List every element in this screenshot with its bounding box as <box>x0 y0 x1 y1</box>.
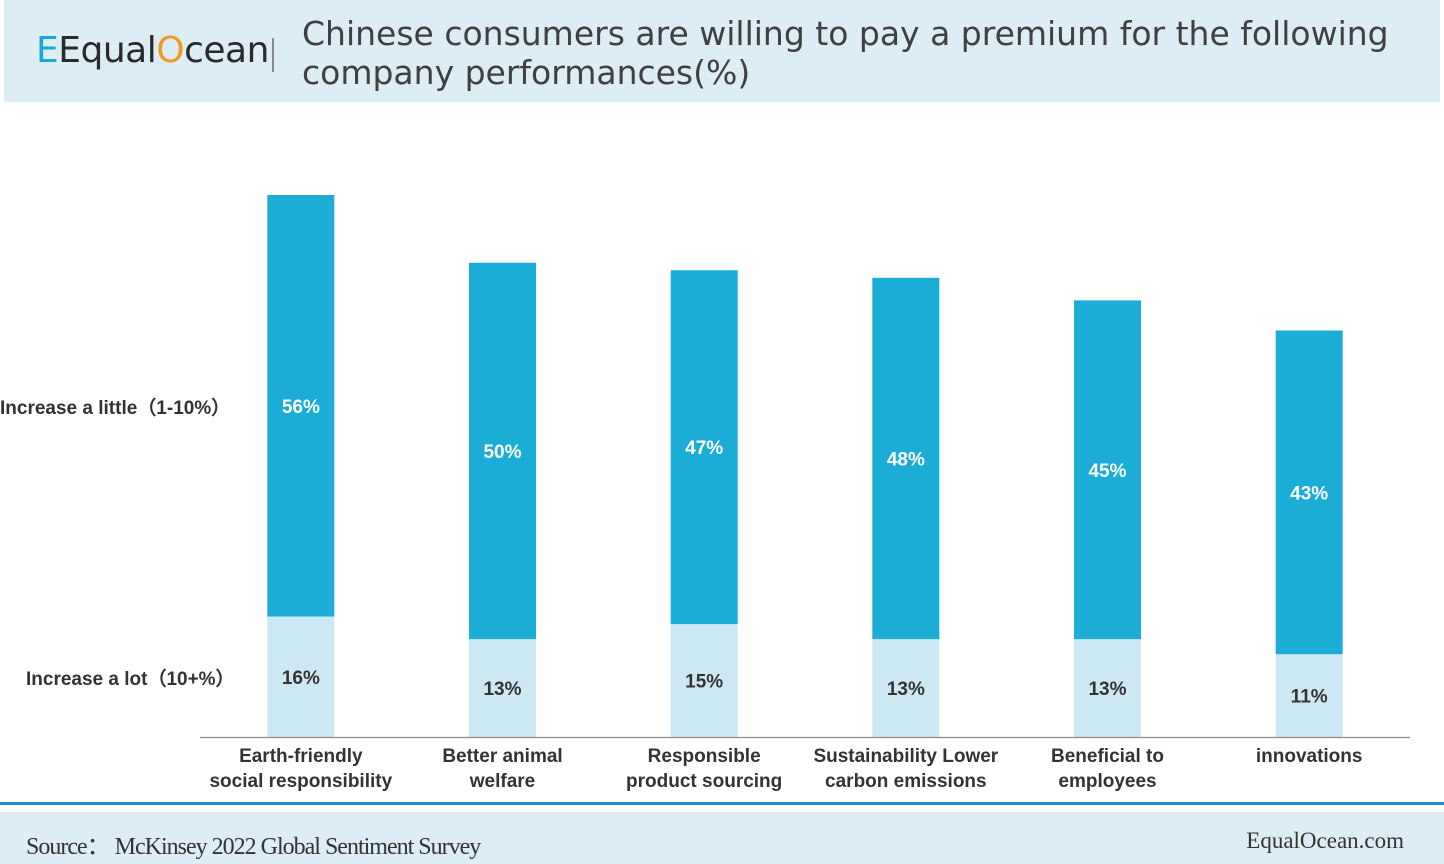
logo-text-prefix: Equal <box>58 30 157 71</box>
x-tick-label-5-0: innovations <box>1256 746 1363 767</box>
logo-text-suffix: cean <box>184 30 269 71</box>
x-tick-label-3-0: Sustainability Lower <box>813 746 998 767</box>
x-tick-label-2-1: product sourcing <box>626 771 782 792</box>
header-divider <box>272 38 274 72</box>
bar-segment-lot-4 <box>1074 639 1141 737</box>
x-tick-label-4-0: Beneficial to <box>1051 746 1164 767</box>
data-label-little-0: 56% <box>282 397 320 418</box>
data-label-lot-1: 13% <box>483 679 521 700</box>
x-tick-label-2-0: Responsible <box>648 746 761 767</box>
bar-segment-lot-0 <box>267 616 335 737</box>
bar-segment-little-0 <box>267 195 335 617</box>
x-tick-label-0-0: Earth-friendly <box>239 746 363 767</box>
footer-banner <box>0 812 1444 864</box>
bar-segment-lot-2 <box>670 624 738 737</box>
x-tick-label-0-1: social responsibility <box>209 771 392 792</box>
bar-segment-little-1 <box>469 262 536 640</box>
bar-segment-lot-5 <box>1275 654 1343 737</box>
data-label-lot-4: 13% <box>1088 679 1126 700</box>
logo-e-icon: E <box>36 30 59 71</box>
legend-increase-little: Increase a little（1-10%） <box>0 398 231 419</box>
header-banner <box>4 0 1440 102</box>
bar-segment-lot-3 <box>872 639 940 737</box>
data-label-little-5: 43% <box>1290 483 1328 504</box>
data-label-little-2: 47% <box>685 438 723 459</box>
bar-segment-little-2 <box>670 270 738 625</box>
chart-title: Chinese consumers are willing to pay a p… <box>302 14 1389 92</box>
bar-segment-little-3 <box>872 277 940 640</box>
logo-o-icon: O <box>156 30 185 71</box>
equalocean-logo: EEqualOcean <box>36 30 269 71</box>
bar-segment-little-5 <box>1275 330 1343 655</box>
stacked-bar-chart: 16% 56% Earth-friendly social responsibilit… <box>200 195 1410 792</box>
x-tick-label-1-0: Better animal <box>442 746 562 767</box>
data-label-little-3: 48% <box>887 449 925 470</box>
x-tick-label-1-1: welfare <box>469 771 535 792</box>
source-note: Source： McKinsey 2022 Global Sentiment S… <box>26 834 481 860</box>
data-label-little-4: 45% <box>1088 461 1126 482</box>
data-label-lot-3: 13% <box>887 679 925 700</box>
x-tick-label-3-1: carbon emissions <box>825 771 987 792</box>
data-label-lot-5: 11% <box>1291 687 1328 708</box>
x-tick-label-4-1: employees <box>1058 771 1156 792</box>
footer-divider <box>0 802 1444 805</box>
legend-increase-lot: Increase a lot（10+%） <box>26 669 235 690</box>
bar-segment-lot-1 <box>469 639 536 737</box>
data-label-little-1: 50% <box>483 442 521 463</box>
data-label-lot-2: 15% <box>685 672 723 693</box>
site-link: EqualOcean.com <box>1246 828 1404 853</box>
data-label-lot-0: 16% <box>282 668 320 689</box>
bar-segment-little-4 <box>1074 300 1141 640</box>
